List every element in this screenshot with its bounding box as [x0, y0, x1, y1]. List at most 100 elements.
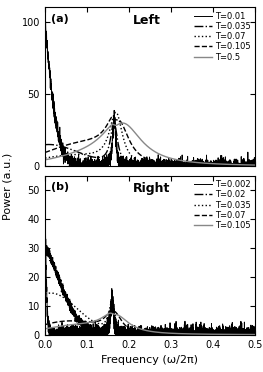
T=0.105	[254, 332, 257, 337]
Text: Right: Right	[133, 182, 170, 195]
T=0.02	[44, 248, 47, 253]
T=0.035	[133, 163, 136, 167]
T=0.105	[124, 129, 127, 134]
T=0.002	[254, 333, 257, 337]
T=0.035	[254, 333, 257, 337]
T=0.105	[133, 147, 136, 151]
T=0.01	[44, 18, 47, 22]
Legend: T=0.002, T=0.02, T=0.035, T=0.07, T=0.105: T=0.002, T=0.02, T=0.035, T=0.07, T=0.10…	[190, 177, 254, 233]
T=0.01	[124, 164, 127, 169]
T=0.5	[80, 147, 83, 151]
T=0.07	[133, 329, 136, 333]
Line: T=0.07: T=0.07	[45, 311, 255, 335]
T=0.07	[124, 324, 127, 328]
T=0.105	[111, 115, 114, 119]
T=0.035	[44, 292, 47, 296]
T=0.105	[227, 332, 230, 337]
T=0.02	[124, 333, 127, 337]
T=0.07	[110, 308, 113, 313]
T=0.5	[121, 121, 124, 125]
T=0.07	[227, 164, 230, 169]
T=0.01	[80, 164, 83, 169]
T=0.01	[227, 159, 230, 163]
T=0.5	[227, 162, 230, 167]
T=0.07	[254, 333, 257, 337]
T=0.002	[250, 333, 253, 337]
T=0.035	[250, 333, 253, 337]
T=0.035	[44, 142, 47, 147]
T=0.105	[44, 327, 47, 331]
T=0.5	[44, 158, 47, 162]
T=0.002	[44, 210, 47, 215]
T=0.07	[114, 110, 118, 115]
T=0.035	[254, 164, 257, 169]
T=0.07	[68, 153, 71, 157]
T=0.002	[68, 333, 71, 337]
T=0.07	[44, 322, 47, 327]
T=0.105	[68, 142, 71, 147]
T=0.01	[254, 164, 257, 169]
T=0.02	[227, 329, 230, 333]
T=0.02	[250, 333, 253, 337]
T=0.105	[254, 164, 257, 168]
T=0.035	[113, 119, 116, 124]
Text: Power (a.u.): Power (a.u.)	[3, 153, 13, 219]
T=0.01	[133, 161, 136, 166]
T=0.02	[68, 302, 71, 307]
T=0.035	[250, 164, 253, 169]
T=0.01	[70, 164, 73, 169]
T=0.5	[124, 122, 127, 126]
T=0.01	[250, 162, 253, 166]
T=0.035	[68, 147, 71, 151]
T=0.5	[254, 163, 257, 167]
T=0.07	[254, 164, 257, 169]
T=0.035	[124, 330, 127, 335]
Text: Left: Left	[133, 14, 161, 27]
T=0.5	[250, 163, 253, 167]
T=0.5	[68, 152, 71, 156]
Line: T=0.105: T=0.105	[45, 313, 255, 334]
T=0.07	[80, 319, 83, 324]
T=0.035	[227, 333, 230, 337]
T=0.002	[227, 333, 230, 337]
T=0.07	[80, 152, 83, 157]
T=0.035	[133, 332, 136, 336]
T=0.02	[90, 333, 93, 337]
T=0.07	[250, 333, 253, 337]
Text: (b): (b)	[51, 182, 69, 192]
T=0.07	[68, 319, 71, 323]
T=0.02	[80, 321, 83, 325]
T=0.07	[124, 143, 127, 148]
T=0.002	[124, 332, 127, 336]
T=0.07	[227, 333, 230, 337]
T=0.035	[68, 299, 71, 304]
T=0.02	[254, 331, 257, 335]
Line: T=0.5: T=0.5	[45, 123, 255, 165]
Text: (a): (a)	[51, 14, 69, 24]
Line: T=0.035: T=0.035	[45, 293, 255, 335]
T=0.105	[124, 318, 127, 323]
T=0.002	[48, 333, 51, 337]
Line: T=0.07: T=0.07	[45, 112, 255, 166]
Line: T=0.002: T=0.002	[45, 212, 255, 335]
T=0.02	[133, 328, 136, 332]
T=0.105	[250, 164, 253, 168]
T=0.105	[80, 321, 83, 326]
T=0.105	[250, 332, 253, 337]
T=0.105	[109, 311, 112, 315]
Line: T=0.105: T=0.105	[45, 117, 255, 166]
T=0.07	[133, 157, 136, 161]
T=0.01	[68, 160, 71, 165]
T=0.07	[44, 156, 47, 160]
T=0.02	[45, 242, 48, 247]
T=0.002	[44, 211, 47, 215]
Line: T=0.02: T=0.02	[45, 244, 255, 335]
T=0.035	[80, 310, 83, 315]
T=0.5	[133, 130, 136, 135]
T=0.105	[68, 323, 71, 327]
Line: T=0.035: T=0.035	[45, 122, 255, 166]
X-axis label: Frequency (ω/2π): Frequency (ω/2π)	[102, 355, 198, 365]
Line: T=0.01: T=0.01	[45, 19, 255, 166]
T=0.105	[227, 164, 230, 168]
Legend: T=0.01, T=0.035, T=0.07, T=0.105, T=0.5: T=0.01, T=0.035, T=0.07, T=0.105, T=0.5	[190, 8, 254, 65]
